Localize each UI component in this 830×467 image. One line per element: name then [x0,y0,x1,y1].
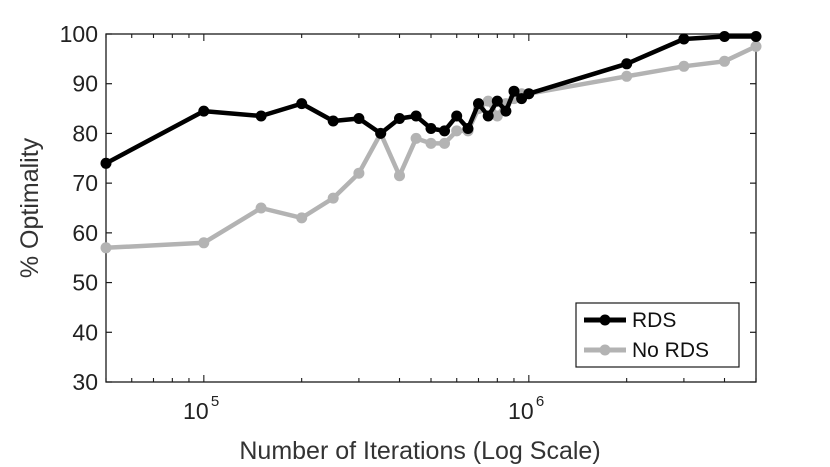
data-point-rds [750,31,762,42]
y-tick-label: 70 [72,170,98,196]
x-axis: 10 5 10 6 [105,34,757,424]
data-point-no-rds [491,110,503,122]
data-point-rds [678,33,690,45]
data-point-rds [327,115,339,127]
data-point-no-rds [719,55,730,67]
y-tick-label: 50 [72,270,98,296]
y-tick-label: 80 [72,120,98,146]
y-axis-title: % Optimality [16,137,44,278]
y-tick-label: 60 [72,220,98,246]
data-point-no-rds [255,202,267,214]
x-tick-label: 10 [183,398,209,424]
legend-label-no-rds: No RDS [632,339,709,362]
data-point-rds [255,110,267,122]
data-point-rds [451,110,463,122]
data-point-rds [353,113,365,124]
legend-label-rds: RDS [632,309,676,332]
legend-marker-rds [599,314,611,326]
data-point-rds [523,88,535,100]
data-point-rds [500,105,512,117]
data-point-no-rds [353,167,365,179]
data-point-rds [621,58,633,70]
data-point-no-rds [439,137,450,149]
data-point-rds [375,127,387,139]
data-point-no-rds [621,70,633,82]
y-tick-label: 100 [60,21,98,47]
x-tick-exponent: 5 [211,393,219,410]
data-point-no-rds [100,242,112,254]
data-point-rds [100,157,112,169]
legend-box [575,302,740,368]
y-tick-label: 90 [72,71,98,97]
x-tick-label: 10 [508,398,534,424]
data-point-no-rds [410,132,422,144]
data-point-rds [439,125,450,137]
series-layer [100,31,762,254]
data-point-rds [719,31,730,42]
legend: RDS No RDS [575,302,740,368]
y-tick-label: 30 [72,369,98,395]
x-axis-title: Number of Iterations (Log Scale) [239,437,600,465]
legend-marker-no-rds [599,344,611,356]
data-point-no-rds [198,237,210,249]
data-point-rds [491,95,503,107]
data-point-no-rds [327,192,339,204]
data-point-no-rds [394,170,405,182]
data-point-rds [296,98,308,110]
data-point-no-rds [750,40,762,52]
data-point-rds [410,110,422,122]
data-point-rds [425,123,437,134]
data-point-no-rds [451,125,463,137]
data-point-rds [482,110,494,122]
data-point-no-rds [425,137,437,149]
series-line-rds [104,34,756,166]
y-tick-label: 40 [72,319,98,345]
x-tick-exponent: 6 [536,393,544,410]
data-point-no-rds [678,60,690,72]
data-point-rds [198,105,210,117]
data-point-no-rds [296,212,308,224]
data-point-rds [508,85,520,97]
y-axis: 30 40 50 60 70 80 90 100 [60,21,756,395]
data-point-rds [394,113,405,124]
data-point-rds [473,98,484,110]
data-point-no-rds [482,95,494,107]
data-point-rds [462,123,474,134]
